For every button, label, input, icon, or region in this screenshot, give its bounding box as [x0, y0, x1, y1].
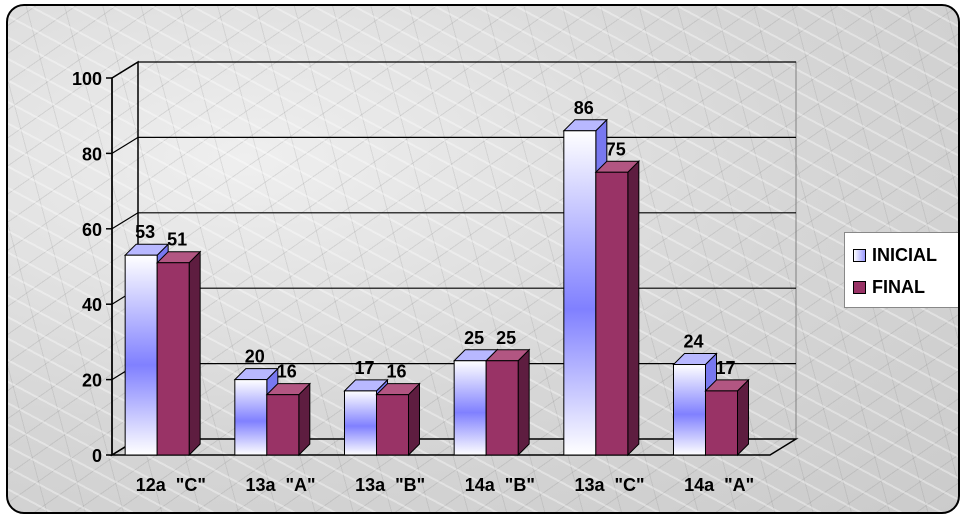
bar-final-0 [155, 250, 202, 457]
chart-frame: 0 20 40 60 80 100 53 51 12a "C" 20 16 13a "A" 17 16 13… [6, 4, 960, 514]
y-tick-label: 100 [72, 69, 102, 89]
legend-item-inicial: INICIAL [853, 243, 937, 267]
gridline-side [111, 61, 139, 79]
bar-final-3 [484, 348, 531, 457]
legend-label-inicial: INICIAL [872, 244, 937, 265]
bar-final-2 [375, 382, 421, 457]
x-tick-label: 13a "A" [245, 475, 315, 495]
x-tick-label: 12a "C" [136, 475, 206, 495]
y-tick-label: 20 [82, 371, 102, 391]
legend: INICIAL FINAL [844, 232, 958, 308]
y-tick-label: 0 [92, 446, 102, 466]
value-label-inicial-2: 17 [354, 358, 374, 378]
bar-final-4 [594, 160, 641, 457]
y-tick-label: 40 [82, 295, 102, 315]
gridline-side [111, 136, 139, 154]
legend-swatch-inicial [853, 248, 866, 262]
value-label-final-3: 25 [496, 328, 516, 348]
x-tick-label: 13a "C" [574, 475, 644, 495]
legend-label-final: FINAL [872, 276, 925, 297]
x-tick-label: 13a "B" [355, 475, 425, 495]
value-label-final-2: 16 [386, 362, 406, 382]
gridline-side [111, 212, 139, 230]
y-tick-label: 80 [82, 144, 102, 164]
bar-final-5 [704, 378, 750, 457]
value-label-inicial-3: 25 [464, 328, 484, 348]
value-label-final-4: 75 [606, 139, 626, 159]
y-tick-label: 60 [82, 220, 102, 240]
value-label-final-5: 17 [715, 358, 735, 378]
bar-chart: 0 20 40 60 80 100 53 51 12a "C" 20 16 13a "A" 17 16 13… [72, 60, 799, 495]
legend-item-final: FINAL [853, 275, 925, 299]
value-label-final-0: 51 [167, 230, 187, 250]
value-label-inicial-4: 86 [574, 98, 594, 118]
x-tick-label: 14a "B" [465, 475, 535, 495]
value-label-final-1: 16 [277, 362, 297, 382]
x-tick-label: 14a "A" [684, 475, 754, 495]
value-label-inicial-0: 53 [135, 222, 155, 242]
value-label-inicial-5: 24 [683, 332, 703, 352]
bar-final-1 [265, 382, 312, 457]
value-label-inicial-1: 20 [245, 347, 265, 367]
legend-swatch-final [853, 280, 866, 294]
